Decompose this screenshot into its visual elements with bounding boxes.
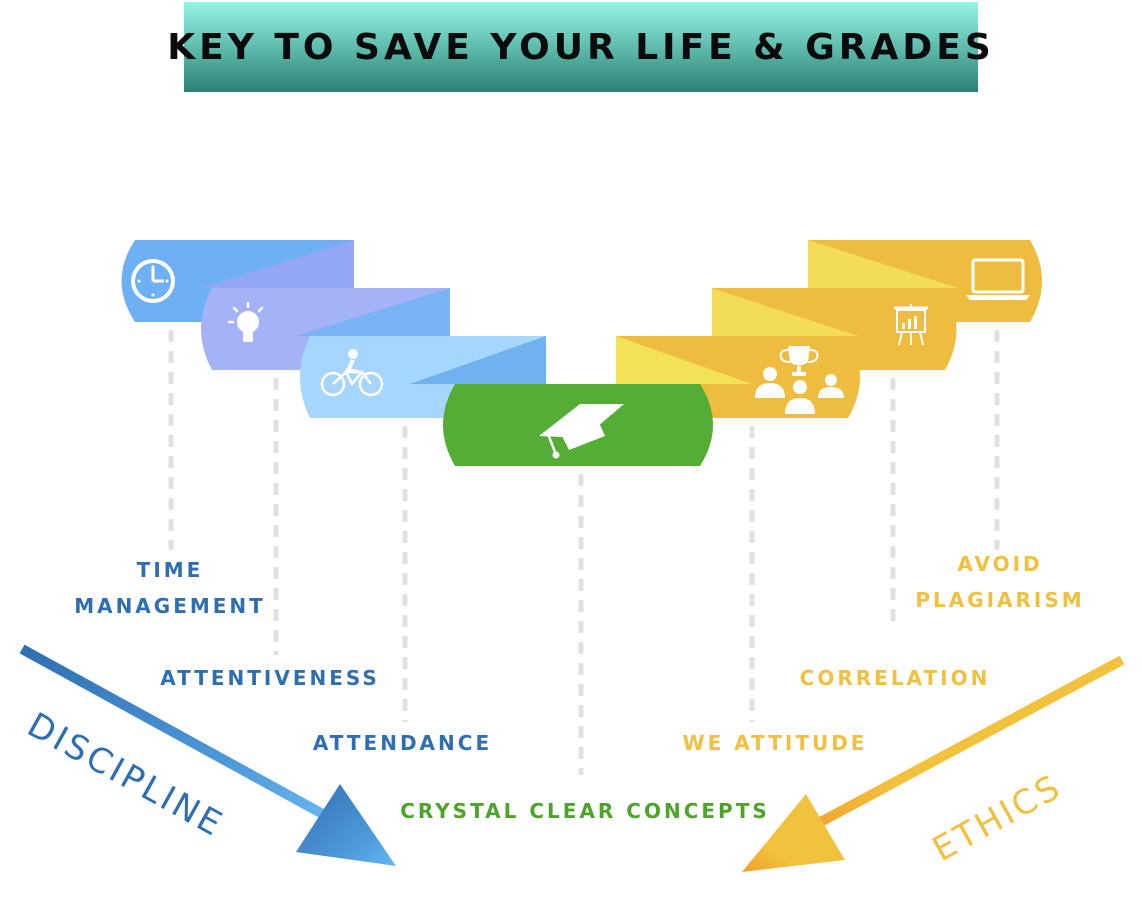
bicycle-icon (320, 349, 384, 397)
label-attentiveness: ATTENTIVENESS (160, 666, 380, 690)
label-attendance: ATTENDANCE (312, 731, 493, 755)
label-crystal-clear-concepts: CRYSTAL CLEAR CONCEPTS (400, 799, 770, 823)
clock-icon (131, 259, 175, 303)
team-trophy-icon (755, 346, 844, 414)
presentation-board-icon (894, 304, 928, 346)
label-avoid-plagiarism: AVOID PLAGIARISM (915, 552, 1085, 612)
discipline-arrow (19, 644, 396, 866)
connector-lines (168, 330, 1000, 775)
label-time-management: TIME MANAGEMENT (74, 558, 266, 618)
label-we-attitude: WE ATTITUDE (682, 731, 868, 755)
title-banner: KEY TO SAVE YOUR LIFE & GRADES (167, 2, 991, 92)
label-correlation: CORRELATION (799, 666, 991, 690)
graduation-cap-icon (539, 404, 624, 459)
page-title: KEY TO SAVE YOUR LIFE & GRADES (167, 26, 995, 68)
ethics-arrow (742, 655, 1125, 872)
lightbulb-icon (227, 301, 264, 342)
laptop-icon (966, 258, 1030, 300)
